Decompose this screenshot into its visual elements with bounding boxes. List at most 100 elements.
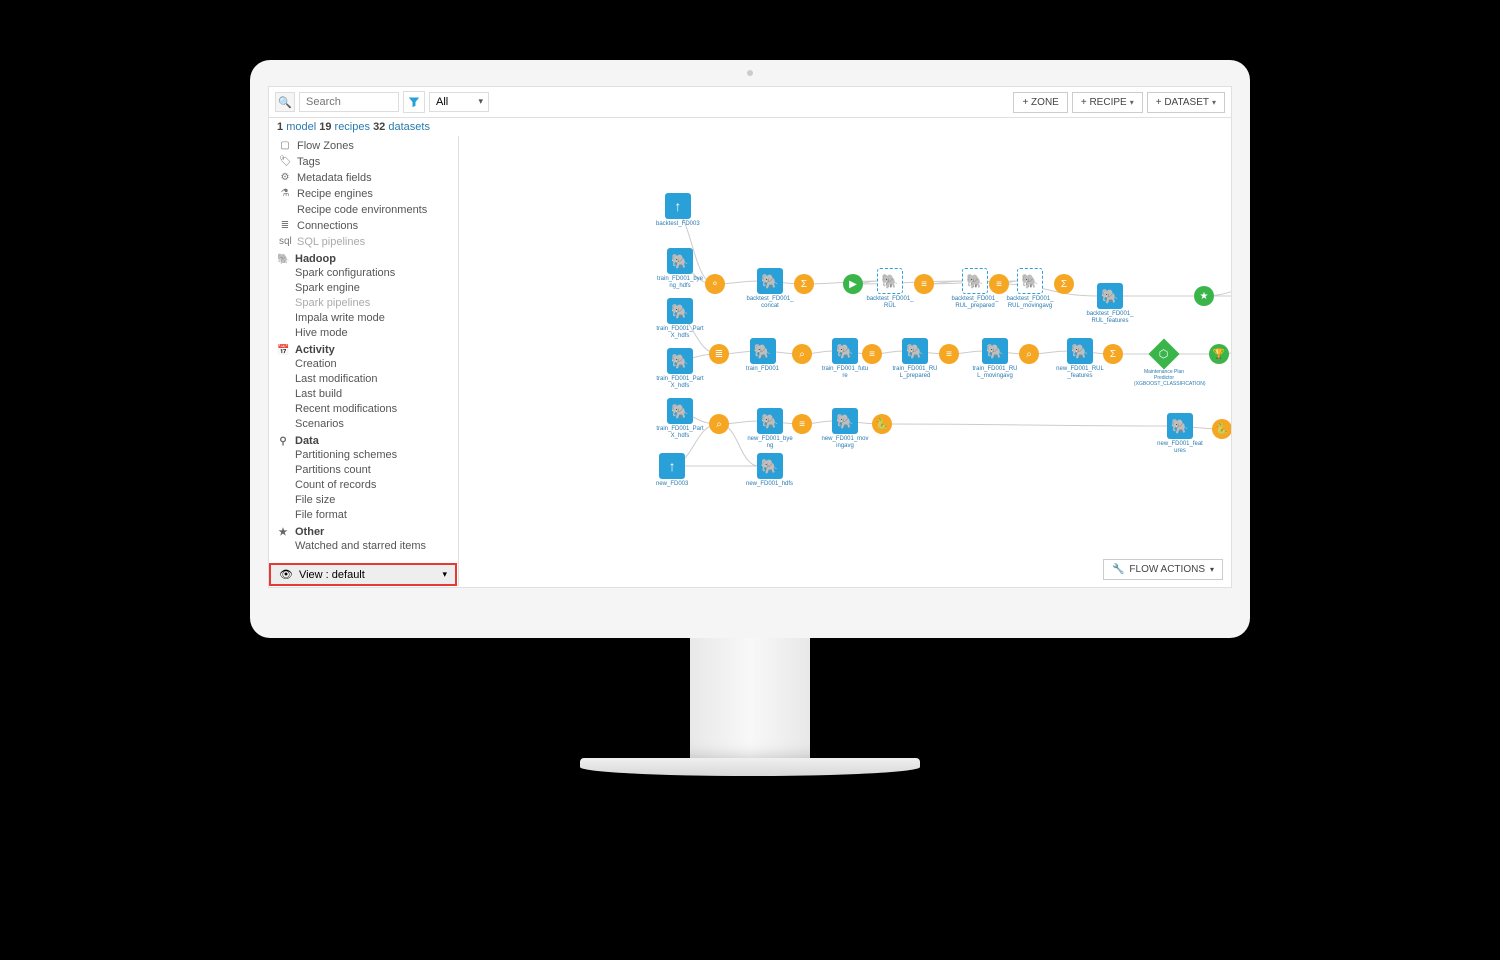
dataset-node[interactable]: 🐘backtest_FD001_RUL_movingavg [1006, 268, 1054, 310]
section-title: Other [295, 526, 324, 538]
view-selector[interactable]: 👁 View : default ▾ [269, 563, 457, 586]
dataset-node[interactable]: 🐘backtest_FD001_concat [746, 268, 794, 310]
sidebar-section-header[interactable]: ⚲Data [269, 432, 458, 448]
add-recipe-button[interactable]: + RECIPE▾ [1072, 92, 1143, 113]
dataset-node[interactable]: 🐘train_FD001_future [821, 338, 869, 380]
dataset-node[interactable]: 🐘train_FD001_PartX_hdfs [656, 348, 704, 390]
sidebar-subitem[interactable]: Hive mode [269, 326, 458, 341]
dataset-node[interactable]: 🐘train_FD001_RUL_movingavg [971, 338, 1019, 380]
sidebar-subitem[interactable]: Creation [269, 357, 458, 372]
sidebar-item[interactable]: 🏷Tags [269, 154, 458, 170]
sidebar-section-header[interactable]: ★Other [269, 523, 458, 539]
section-title: Hadoop [295, 253, 336, 265]
recipe-node[interactable]: Σ [1103, 344, 1123, 364]
flow-canvas[interactable]: 🔧 FLOW ACTIONS ▾ ↑backtest_FD003🐘train_F… [459, 136, 1231, 586]
dataset-node[interactable]: 🐘 backtest_FD001_RUL [866, 268, 914, 310]
filter-icon[interactable] [403, 91, 425, 113]
dataset-node[interactable]: 🐘new_FD001_movingavg [821, 408, 869, 450]
flow-actions-button[interactable]: 🔧 FLOW ACTIONS ▾ [1103, 559, 1223, 580]
sidebar-subitem[interactable]: Spark configurations [269, 266, 458, 281]
view-label: View : default [299, 569, 365, 581]
recipe-node[interactable]: ⌕ [709, 414, 729, 434]
section-icon: 📅 [277, 345, 289, 356]
recipe-node[interactable]: ≡ [989, 274, 1009, 294]
sidebar-subitem[interactable]: Spark pipelines [269, 296, 458, 311]
dataset-label: new_FD001_movingavg [821, 436, 869, 450]
dataset-node[interactable]: 🐘 train_FD001_byeng_hdfs [656, 248, 704, 290]
dataset-icon: 🐘 [877, 268, 903, 294]
dataset-label: train_FD001 [746, 366, 779, 373]
dataset-node[interactable]: 🐘new_FD001_byeng [746, 408, 794, 450]
dataset-label: new_FD003 [656, 481, 688, 488]
sidebar-item-icon: ⚙ [279, 171, 291, 185]
sidebar-subitem[interactable]: Last build [269, 387, 458, 402]
sidebar-item-label: SQL pipelines [297, 235, 365, 249]
dataset-node[interactable]: ↑backtest_FD003 [656, 193, 700, 228]
recipe-node[interactable]: Σ [1054, 274, 1074, 294]
recipe-node[interactable]: ⚬ [705, 274, 725, 294]
recipe-node[interactable]: ▶ [843, 274, 863, 294]
recipe-node[interactable]: 🐍 [1212, 419, 1232, 439]
dataset-node[interactable]: ↑new_FD003 [656, 453, 688, 488]
sidebar-section-header[interactable]: 🐘Hadoop [269, 250, 458, 266]
sidebar-subitem[interactable]: Watched and starred items [269, 539, 458, 554]
dataset-label: new_FD001_hdfs [746, 481, 793, 488]
filter-dropdown[interactable]: All [429, 92, 489, 112]
dataset-node[interactable]: 🐘new_FD001_RUL_features [1056, 338, 1104, 380]
sidebar-item-label: Recipe code environments [297, 203, 427, 217]
recipe-node[interactable]: 🏆 [1209, 344, 1229, 364]
dataset-icon: 🐘 [667, 248, 693, 274]
sidebar-item-label: Recipe engines [297, 187, 373, 201]
recipe-node[interactable]: ≡ [792, 414, 812, 434]
sidebar-subitem[interactable]: Scenarios [269, 417, 458, 432]
monitor-stand-neck [690, 638, 810, 758]
chevron-down-icon: ▾ [1210, 565, 1214, 574]
recipe-node[interactable]: ★ [1194, 286, 1214, 306]
sidebar-subitem[interactable]: Impala write mode [269, 311, 458, 326]
recipe-node[interactable]: ⌕ [792, 344, 812, 364]
dataset-label: backtest_FD003 [656, 221, 700, 228]
app-screen: 🔍 All + ZONE + RECIPE▾ + DATASET▾ 1 mode… [268, 86, 1232, 588]
recipe-node[interactable]: ≡ [862, 344, 882, 364]
add-dataset-button[interactable]: + DATASET▾ [1147, 92, 1225, 113]
dataset-node[interactable]: 🐘 new_FD001_hdfs [746, 453, 793, 488]
sidebar-subitem[interactable]: File size [269, 493, 458, 508]
monitor-stand-base [580, 758, 920, 776]
sidebar-item[interactable]: sqlSQL pipelines [269, 234, 458, 250]
sidebar-subitem[interactable]: Recent modifications [269, 402, 458, 417]
sidebar-item[interactable]: ⚙Metadata fields [269, 170, 458, 186]
sidebar-subitem[interactable]: Last modification [269, 372, 458, 387]
recipe-node[interactable]: ⌕ [1019, 344, 1039, 364]
dataset-node[interactable]: 🐘train_FD001 [746, 338, 779, 373]
dataset-node[interactable]: 🐘train_FD001_PartX_hdfs [656, 298, 704, 340]
add-zone-button[interactable]: + ZONE [1013, 92, 1067, 113]
dataset-label: train_FD001_future [821, 366, 869, 380]
sidebar-subitem[interactable]: Partitioning schemes [269, 448, 458, 463]
sidebar-subitem[interactable]: Partitions count [269, 463, 458, 478]
dataset-node[interactable]: 🐘backtest_FD001_RUL_features [1086, 283, 1134, 325]
recipe-node[interactable]: 🐍 [872, 414, 892, 434]
dataset-node[interactable]: 🐘train_FD001_RUL_prepared [891, 338, 939, 380]
recipe-node[interactable]: ≡ [914, 274, 934, 294]
sidebar-item[interactable]: ≣Connections [269, 218, 458, 234]
sidebar-item[interactable]: ⚗Recipe engines [269, 186, 458, 202]
dataset-label: train_FD001_byeng_hdfs [656, 276, 704, 290]
dataset-node[interactable]: 🐘train_FD001_PartX_hdfs [656, 398, 704, 440]
search-icon[interactable]: 🔍 [275, 92, 295, 112]
dataset-icon: 🐘 [667, 398, 693, 424]
dataset-label: backtest_FD001_RUL_features [1086, 311, 1134, 325]
dataset-icon: 🐘 [757, 453, 783, 479]
sidebar-item[interactable]: ▢Flow Zones [269, 138, 458, 154]
sidebar-subitem[interactable]: Count of records [269, 478, 458, 493]
recipe-node[interactable]: ≡ [939, 344, 959, 364]
sidebar-item[interactable]: Recipe code environments [269, 202, 458, 218]
sidebar-section-header[interactable]: 📅Activity [269, 341, 458, 357]
sidebar-subitem[interactable]: Spark engine [269, 281, 458, 296]
dataset-label: backtest_FD001_RUL [866, 296, 914, 310]
dataset-label: train_FD001_RUL_movingavg [971, 366, 1019, 380]
search-input[interactable] [299, 92, 399, 112]
recipe-node[interactable]: Σ [794, 274, 814, 294]
recipe-node[interactable]: ≣ [709, 344, 729, 364]
sidebar-subitem[interactable]: File format [269, 508, 458, 523]
dataset-node[interactable]: 🐘new_FD001_features [1156, 413, 1204, 455]
